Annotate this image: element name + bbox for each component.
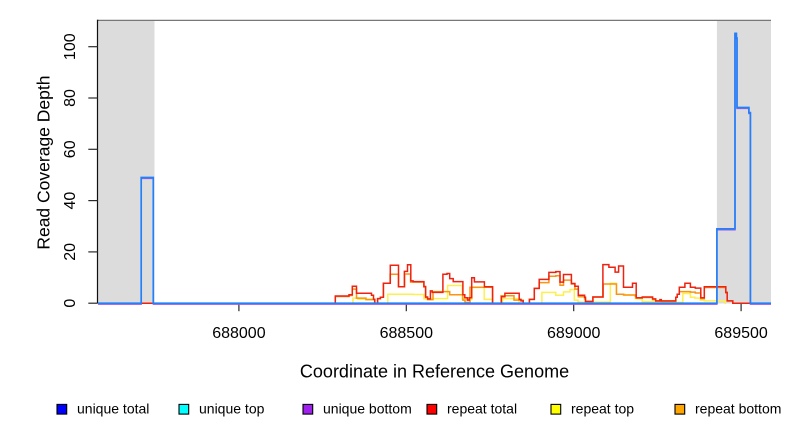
svg-text:689000: 689000 — [547, 325, 600, 342]
svg-text:40: 40 — [62, 192, 79, 210]
svg-text:0: 0 — [62, 299, 79, 308]
svg-text:688000: 688000 — [212, 325, 265, 342]
svg-text:20: 20 — [62, 243, 79, 261]
svg-text:Read Coverage Depth: Read Coverage Depth — [34, 76, 54, 250]
svg-text:Coordinate in Reference Genome: Coordinate in Reference Genome — [300, 362, 569, 382]
svg-text:repeat bottom: repeat bottom — [695, 401, 781, 417]
svg-text:688500: 688500 — [380, 325, 433, 342]
svg-text:80: 80 — [62, 89, 79, 107]
svg-text:unique top: unique top — [199, 401, 265, 417]
svg-text:unique bottom: unique bottom — [323, 401, 412, 417]
svg-text:repeat total: repeat total — [447, 401, 517, 417]
svg-text:689500: 689500 — [714, 325, 767, 342]
svg-text:60: 60 — [62, 140, 79, 158]
svg-text:repeat top: repeat top — [571, 401, 634, 417]
svg-text:100: 100 — [62, 33, 79, 60]
svg-text:unique total: unique total — [77, 401, 149, 417]
